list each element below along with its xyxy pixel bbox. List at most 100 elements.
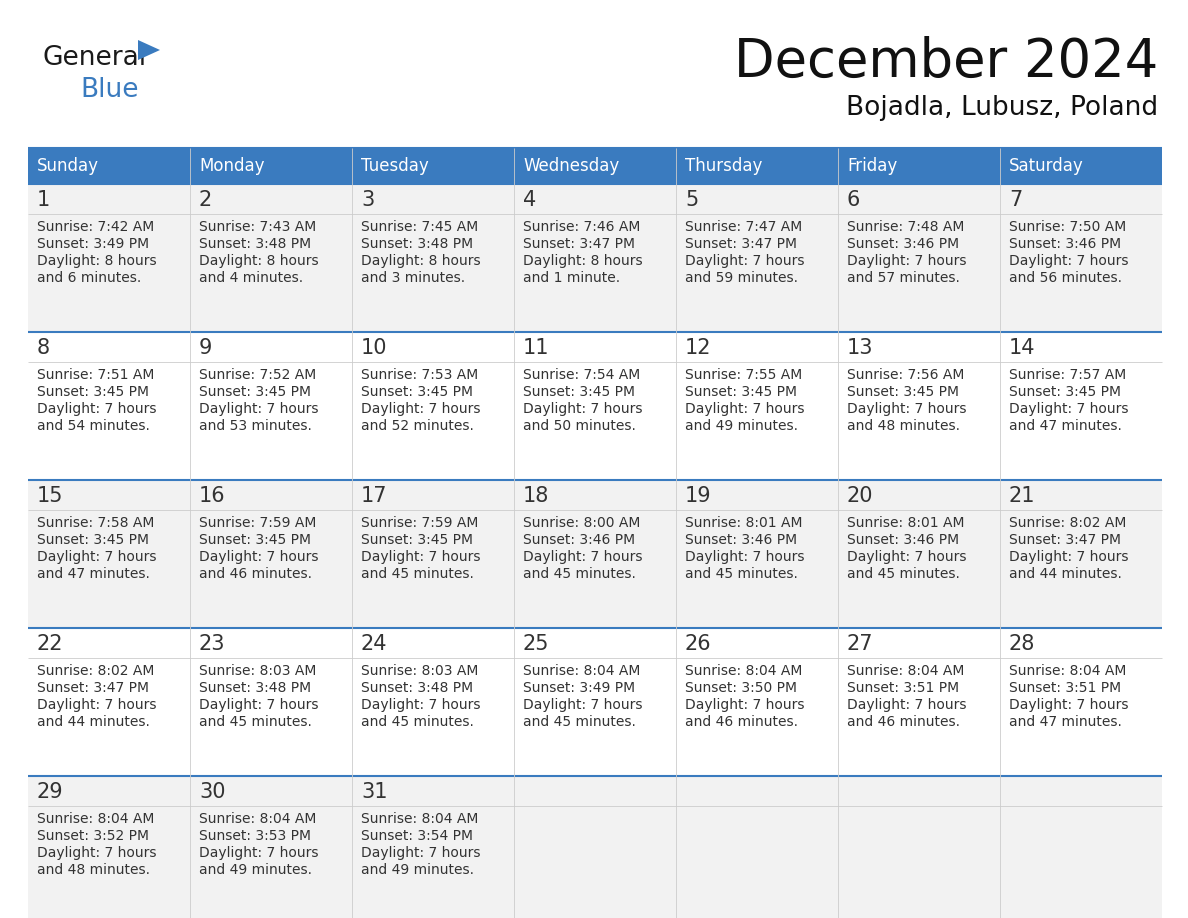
Text: Sunset: 3:47 PM: Sunset: 3:47 PM	[685, 237, 797, 251]
Text: Sunrise: 8:03 AM: Sunrise: 8:03 AM	[200, 664, 316, 678]
Text: 8: 8	[37, 338, 50, 358]
Text: Sunset: 3:47 PM: Sunset: 3:47 PM	[1009, 533, 1121, 547]
Bar	[514, 148, 676, 184]
Text: and 3 minutes.: and 3 minutes.	[361, 271, 466, 285]
Text: Friday: Friday	[847, 157, 897, 175]
Text: Sunrise: 7:56 AM: Sunrise: 7:56 AM	[847, 368, 965, 382]
Text: Sunrise: 7:59 AM: Sunrise: 7:59 AM	[200, 516, 316, 530]
Text: Wednesday: Wednesday	[523, 157, 619, 175]
Text: Daylight: 7 hours: Daylight: 7 hours	[523, 698, 643, 712]
Text: Daylight: 7 hours: Daylight: 7 hours	[523, 550, 643, 564]
Text: Sunset: 3:45 PM: Sunset: 3:45 PM	[361, 385, 473, 399]
Text: and 45 minutes.: and 45 minutes.	[361, 715, 474, 729]
Text: Daylight: 7 hours: Daylight: 7 hours	[1009, 254, 1129, 268]
Text: Sunrise: 8:00 AM: Sunrise: 8:00 AM	[523, 516, 640, 530]
Bar	[190, 148, 352, 184]
Text: Sunrise: 8:01 AM: Sunrise: 8:01 AM	[847, 516, 965, 530]
Text: Sunset: 3:46 PM: Sunset: 3:46 PM	[1009, 237, 1121, 251]
Text: 29: 29	[37, 782, 64, 802]
Text: 11: 11	[523, 338, 550, 358]
Text: Sunrise: 8:04 AM: Sunrise: 8:04 AM	[37, 812, 154, 826]
Text: Daylight: 7 hours: Daylight: 7 hours	[685, 550, 804, 564]
Bar	[29, 332, 1162, 480]
Text: Daylight: 7 hours: Daylight: 7 hours	[361, 698, 480, 712]
Text: 5: 5	[685, 190, 699, 210]
Text: Daylight: 7 hours: Daylight: 7 hours	[37, 402, 157, 416]
Text: Daylight: 7 hours: Daylight: 7 hours	[847, 402, 967, 416]
Bar	[838, 148, 1000, 184]
Text: Daylight: 7 hours: Daylight: 7 hours	[37, 846, 157, 860]
Text: Daylight: 7 hours: Daylight: 7 hours	[847, 550, 967, 564]
Bar	[29, 148, 190, 184]
Text: 19: 19	[685, 486, 712, 506]
Text: 12: 12	[685, 338, 712, 358]
Text: 14: 14	[1009, 338, 1036, 358]
Text: 3: 3	[361, 190, 374, 210]
Text: 10: 10	[361, 338, 387, 358]
Text: Sunset: 3:54 PM: Sunset: 3:54 PM	[361, 829, 473, 843]
Text: and 56 minutes.: and 56 minutes.	[1009, 271, 1121, 285]
Text: Daylight: 7 hours: Daylight: 7 hours	[685, 698, 804, 712]
Text: Daylight: 7 hours: Daylight: 7 hours	[1009, 698, 1129, 712]
Text: 27: 27	[847, 634, 873, 654]
Text: and 45 minutes.: and 45 minutes.	[523, 567, 636, 581]
Text: Sunrise: 7:58 AM: Sunrise: 7:58 AM	[37, 516, 154, 530]
Text: and 48 minutes.: and 48 minutes.	[847, 419, 960, 433]
Text: Daylight: 7 hours: Daylight: 7 hours	[200, 846, 318, 860]
Text: Sunrise: 7:46 AM: Sunrise: 7:46 AM	[523, 220, 640, 234]
Text: Sunrise: 8:03 AM: Sunrise: 8:03 AM	[361, 664, 479, 678]
Text: Sunrise: 8:04 AM: Sunrise: 8:04 AM	[361, 812, 479, 826]
Text: Sunset: 3:48 PM: Sunset: 3:48 PM	[361, 681, 473, 695]
Text: 16: 16	[200, 486, 226, 506]
Text: 21: 21	[1009, 486, 1036, 506]
Text: Sunrise: 7:54 AM: Sunrise: 7:54 AM	[523, 368, 640, 382]
Text: 15: 15	[37, 486, 63, 506]
Text: Blue: Blue	[80, 77, 139, 103]
Text: and 49 minutes.: and 49 minutes.	[685, 419, 798, 433]
Text: Sunrise: 7:55 AM: Sunrise: 7:55 AM	[685, 368, 802, 382]
Text: 7: 7	[1009, 190, 1022, 210]
Text: Sunset: 3:45 PM: Sunset: 3:45 PM	[523, 385, 636, 399]
Text: Sunrise: 7:52 AM: Sunrise: 7:52 AM	[200, 368, 316, 382]
Text: Sunset: 3:52 PM: Sunset: 3:52 PM	[37, 829, 148, 843]
Text: 28: 28	[1009, 634, 1036, 654]
Text: Daylight: 7 hours: Daylight: 7 hours	[523, 402, 643, 416]
Bar	[29, 628, 1162, 776]
Text: Sunset: 3:45 PM: Sunset: 3:45 PM	[200, 533, 311, 547]
Text: Sunset: 3:48 PM: Sunset: 3:48 PM	[200, 237, 311, 251]
Text: 22: 22	[37, 634, 63, 654]
Text: Daylight: 7 hours: Daylight: 7 hours	[685, 254, 804, 268]
Text: Sunset: 3:45 PM: Sunset: 3:45 PM	[37, 533, 148, 547]
Text: Sunset: 3:51 PM: Sunset: 3:51 PM	[847, 681, 959, 695]
Text: and 47 minutes.: and 47 minutes.	[37, 567, 150, 581]
Text: Sunset: 3:45 PM: Sunset: 3:45 PM	[685, 385, 797, 399]
Text: Sunset: 3:47 PM: Sunset: 3:47 PM	[523, 237, 636, 251]
Text: and 44 minutes.: and 44 minutes.	[1009, 567, 1121, 581]
Text: Daylight: 7 hours: Daylight: 7 hours	[200, 550, 318, 564]
Text: Sunrise: 8:04 AM: Sunrise: 8:04 AM	[200, 812, 316, 826]
Text: Sunrise: 8:02 AM: Sunrise: 8:02 AM	[37, 664, 154, 678]
Text: Sunset: 3:51 PM: Sunset: 3:51 PM	[1009, 681, 1121, 695]
Text: and 6 minutes.: and 6 minutes.	[37, 271, 141, 285]
Text: Sunrise: 8:04 AM: Sunrise: 8:04 AM	[1009, 664, 1126, 678]
Text: and 45 minutes.: and 45 minutes.	[685, 567, 798, 581]
Text: and 49 minutes.: and 49 minutes.	[200, 863, 312, 877]
Text: Sunrise: 7:53 AM: Sunrise: 7:53 AM	[361, 368, 479, 382]
Text: Monday: Monday	[200, 157, 265, 175]
Text: Daylight: 7 hours: Daylight: 7 hours	[37, 550, 157, 564]
Text: Sunrise: 7:50 AM: Sunrise: 7:50 AM	[1009, 220, 1126, 234]
Text: and 44 minutes.: and 44 minutes.	[37, 715, 150, 729]
Text: 24: 24	[361, 634, 387, 654]
Text: Daylight: 8 hours: Daylight: 8 hours	[37, 254, 157, 268]
Text: Sunrise: 7:43 AM: Sunrise: 7:43 AM	[200, 220, 316, 234]
Text: Sunrise: 8:01 AM: Sunrise: 8:01 AM	[685, 516, 803, 530]
Text: 9: 9	[200, 338, 213, 358]
Text: Sunrise: 7:42 AM: Sunrise: 7:42 AM	[37, 220, 154, 234]
Text: Sunset: 3:46 PM: Sunset: 3:46 PM	[847, 237, 959, 251]
Text: Daylight: 7 hours: Daylight: 7 hours	[361, 402, 480, 416]
Text: and 4 minutes.: and 4 minutes.	[200, 271, 303, 285]
Text: Sunrise: 8:04 AM: Sunrise: 8:04 AM	[847, 664, 965, 678]
Text: Tuesday: Tuesday	[361, 157, 429, 175]
Text: and 48 minutes.: and 48 minutes.	[37, 863, 150, 877]
Text: Sunset: 3:47 PM: Sunset: 3:47 PM	[37, 681, 148, 695]
